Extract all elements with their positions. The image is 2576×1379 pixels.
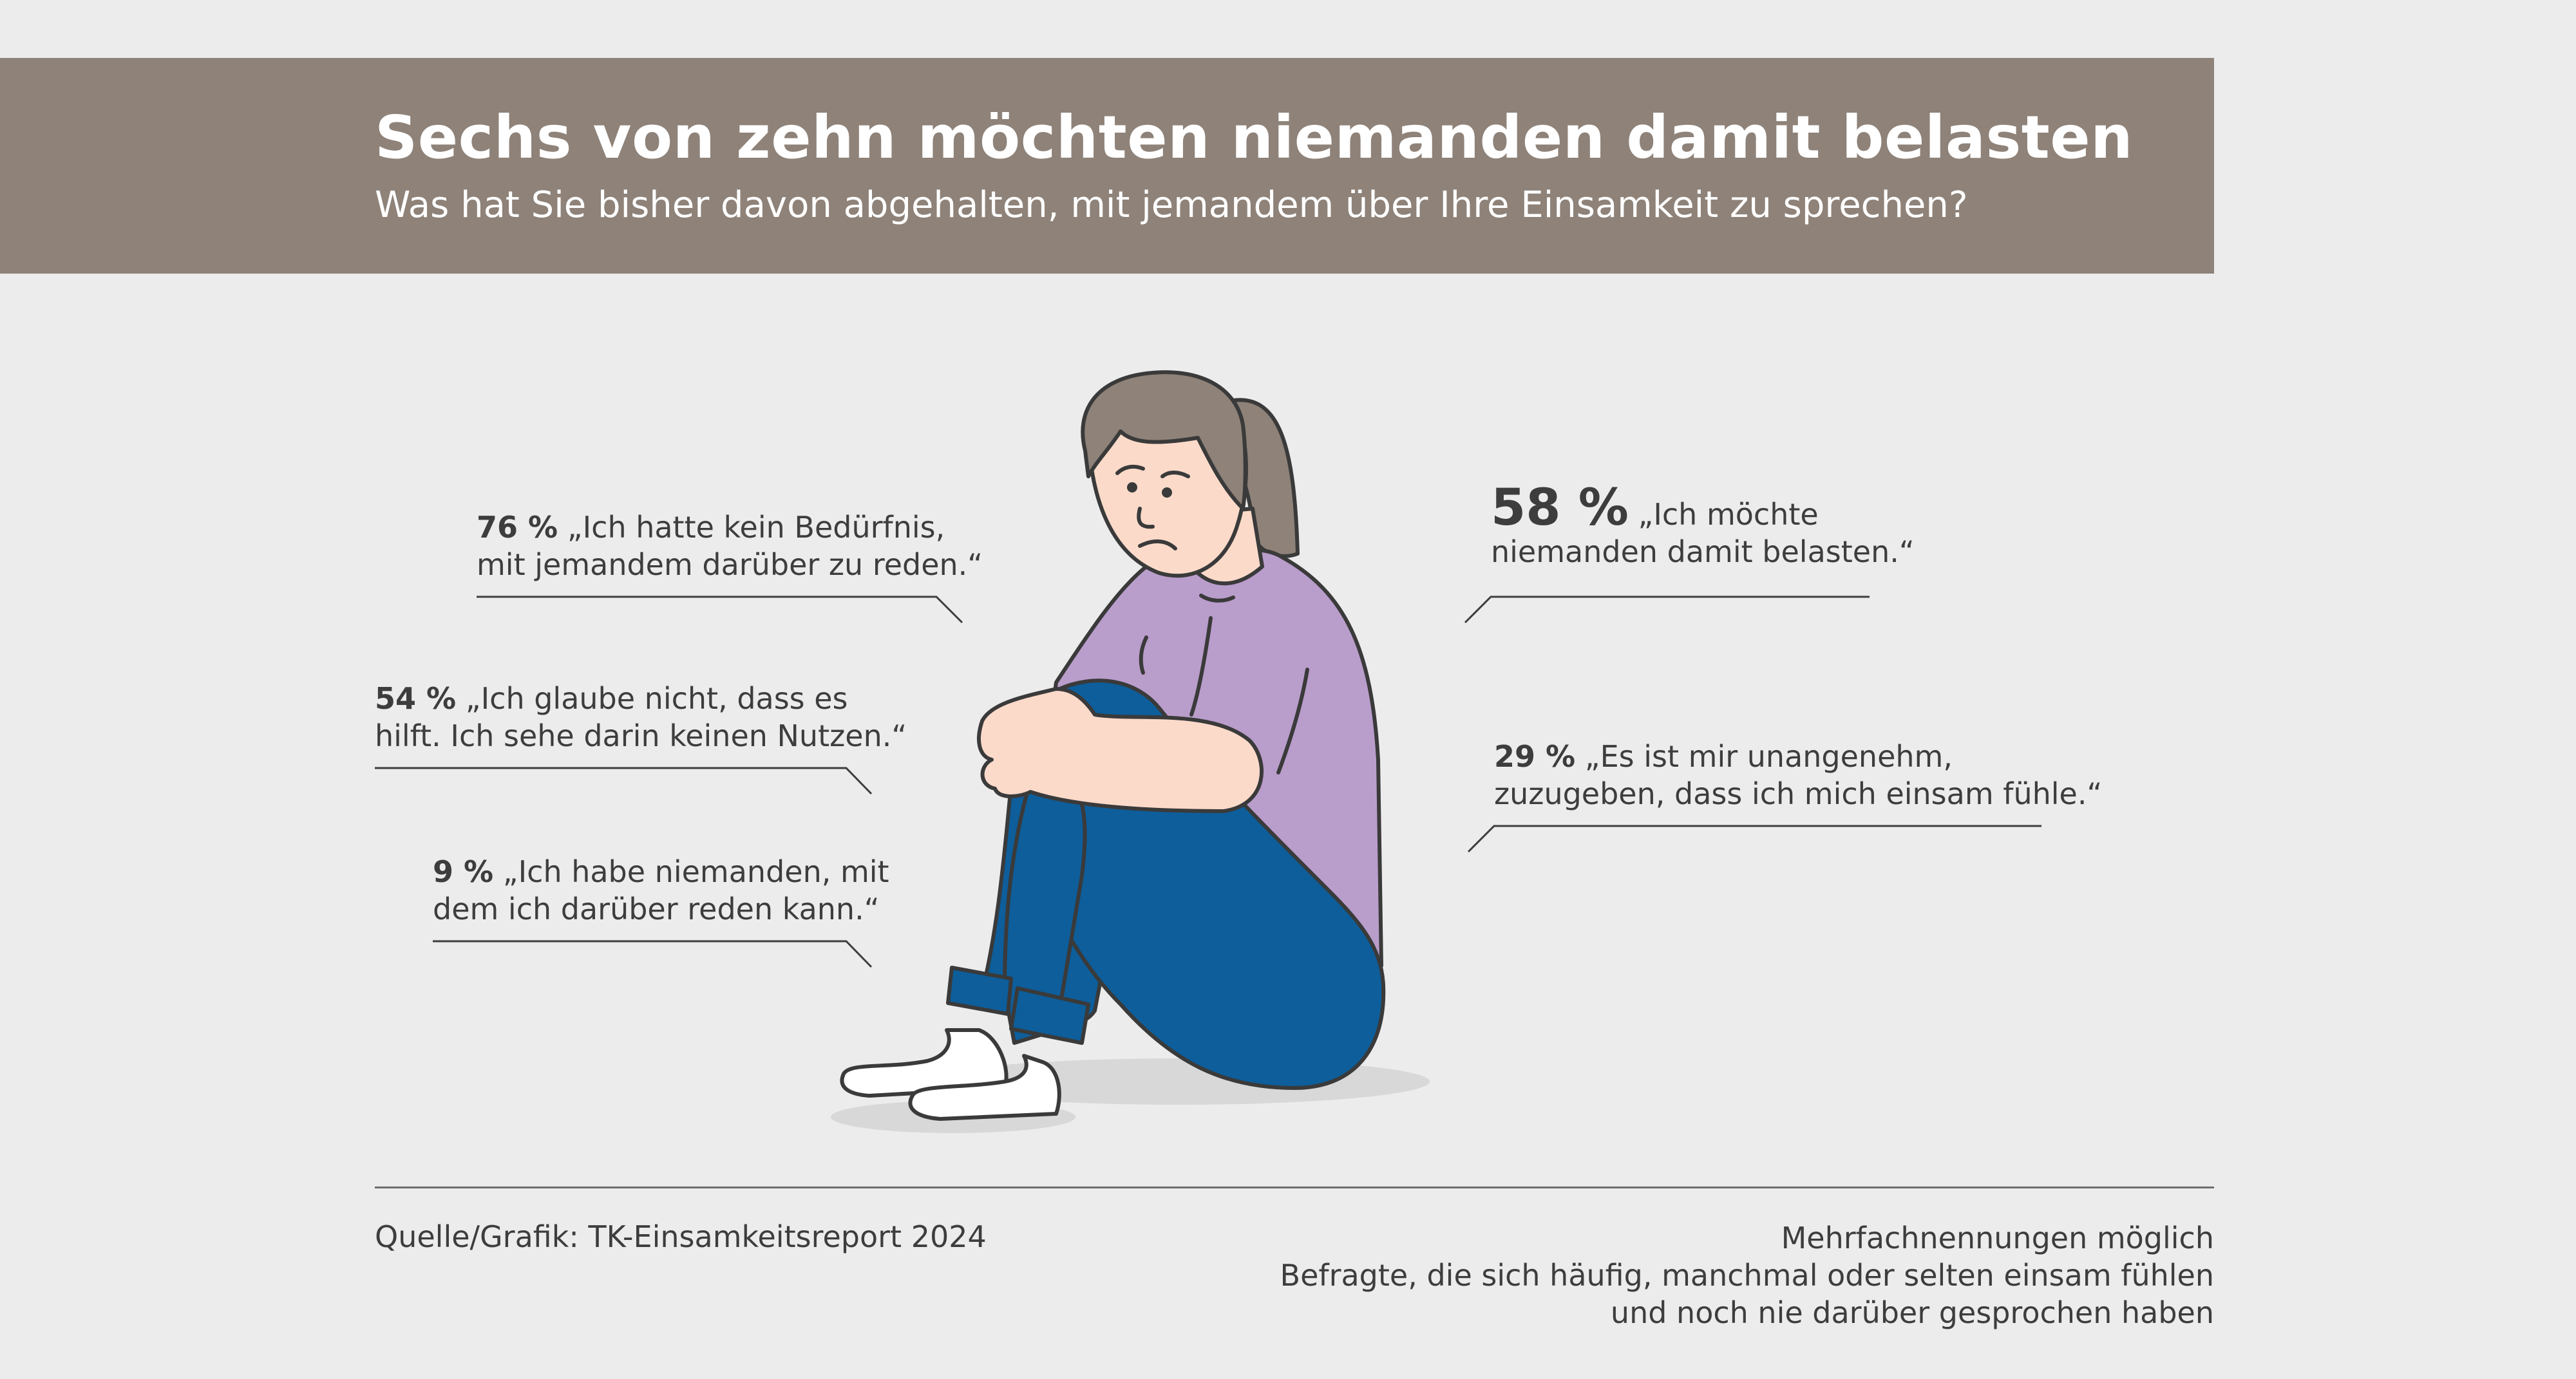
leader-line-76 [477,596,963,624]
leader-line-9 [433,940,873,968]
callout-54: 54 % „Ich glaube nicht, dass es hilft. I… [375,680,907,755]
header-band [0,58,2214,274]
footnote-line: Mehrfachnennungen möglich [1781,1221,2214,1255]
callout-line-1: 9 % „Ich habe niemanden, mit [433,853,889,890]
callout-percent: 76 % [477,510,558,545]
leader-line-58 [1464,596,1870,624]
callout-percent: 29 % [1494,739,1576,774]
footnote-line: Befragte, die sich häufig, manchmal oder… [1280,1258,2214,1293]
leader-line-54 [375,767,873,795]
callout-quote-line: zuzugeben, dass ich mich einsam fühle.“ [1494,776,2103,811]
callout-quote-line: „Ich möchte [1638,497,1819,532]
callout-percent: 54 % [375,681,457,716]
footer-divider [375,1187,2214,1188]
footnote-line: und noch nie darüber gesprochen haben [1610,1295,2214,1330]
page-subtitle: Was hat Sie bisher davon abgehalten, mit… [375,184,1968,226]
callout-quote-line: „Es ist mir unangenehm, [1584,739,1953,774]
leader-line-29 [1467,825,2041,853]
callout-quote-line: „Ich hatte kein Bedürfnis, [567,510,945,545]
callout-58: 58 % „Ich möchte niemanden damit belaste… [1491,483,1915,570]
callout-9: 9 % „Ich habe niemanden, mit dem ich dar… [433,853,889,928]
source-note: Quelle/Grafik: TK-Einsamkeitsreport 2024 [375,1219,987,1254]
callout-line-1: 76 % „Ich hatte kein Bedürfnis, [477,509,983,546]
callout-quote-line: „Ich habe niemanden, mit [502,854,889,889]
callout-quote-line: hilft. Ich sehe darin keinen Nutzen.“ [375,718,907,753]
callout-line-1: 58 % „Ich möchte [1491,483,1915,533]
callout-quote-line: mit jemandem darüber zu reden.“ [477,547,983,582]
callout-percent: 9 % [433,854,494,889]
callout-29: 29 % „Es ist mir unangenehm, zuzugeben, … [1494,738,2102,812]
callout-quote-line: dem ich darüber reden kann.“ [433,892,880,926]
callout-quote-line: „Ich glaube nicht, dass es [465,681,848,716]
page-title: Sechs von zehn möchten niemanden damit b… [375,103,2134,172]
callout-quote-line: niemanden damit belasten.“ [1491,534,1915,569]
callout-line-1: 29 % „Es ist mir unangenehm, [1494,738,2102,775]
callout-line-1: 54 % „Ich glaube nicht, dass es [375,680,907,717]
callout-76: 76 % „Ich hatte kein Bedürfnis, mit jema… [477,509,983,583]
footnotes: Mehrfachnennungen möglich Befragte, die … [1280,1219,2214,1331]
callout-percent: 58 % [1491,479,1629,537]
